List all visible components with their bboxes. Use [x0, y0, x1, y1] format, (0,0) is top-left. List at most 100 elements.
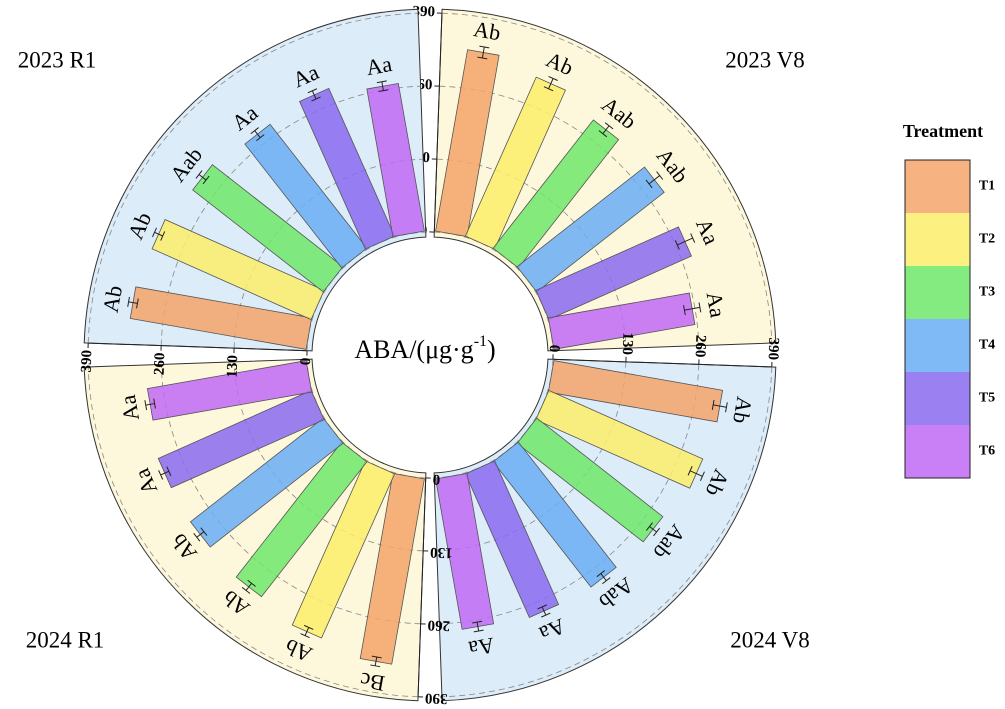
legend-swatch — [905, 213, 970, 266]
error-bar — [245, 583, 252, 591]
legend-label: T1 — [979, 179, 995, 194]
error-cap — [656, 171, 664, 180]
legend-swatch — [905, 372, 970, 425]
error-cap — [479, 45, 490, 49]
value-axis: 0 130 260 390 — [417, 471, 453, 707]
bar-group: Aa — [115, 360, 313, 423]
error-cap — [255, 134, 265, 142]
error-cap — [153, 398, 156, 409]
quadrant-title: 2023 R1 — [18, 47, 97, 72]
axis-tick-label: 130 — [619, 332, 636, 355]
error-bar — [649, 526, 657, 533]
error-bar — [154, 231, 163, 237]
grid-arc — [439, 85, 700, 346]
error-bar — [677, 237, 693, 246]
bar-annotation: Aa — [466, 633, 496, 662]
error-cap — [645, 179, 653, 189]
error-cap — [604, 122, 614, 130]
error-cap — [250, 127, 259, 135]
error-bar — [304, 627, 310, 636]
error-cap — [311, 96, 321, 102]
axis-tick-label: 390 — [765, 337, 782, 360]
error-bar — [254, 130, 261, 139]
error-bar — [602, 125, 610, 135]
bar-group: Ab — [547, 360, 757, 426]
error-cap — [307, 88, 318, 94]
error-cap — [698, 302, 702, 313]
legend-swatch — [905, 425, 970, 478]
error-cap — [537, 604, 547, 610]
bar-annotation: Ab — [98, 284, 127, 315]
error-cap — [247, 579, 256, 587]
error-cap — [725, 402, 728, 413]
error-cap — [166, 466, 172, 477]
error-cap — [598, 130, 608, 138]
error-cap — [376, 80, 387, 84]
legend-label: T2 — [979, 232, 995, 247]
error-bar — [374, 656, 378, 666]
grid-arc — [87, 366, 419, 698]
grid-arc — [160, 85, 421, 346]
error-cap — [473, 629, 484, 633]
error-cap — [541, 612, 551, 618]
error-cap — [193, 532, 201, 542]
axis-tick-label: 0 — [298, 357, 314, 365]
error-bar — [311, 90, 317, 100]
error-cap — [241, 586, 251, 594]
grid-arc — [87, 12, 419, 344]
axis-tick-label: 390 — [425, 690, 448, 707]
grid-arc — [441, 12, 773, 344]
error-cap — [711, 399, 715, 410]
error-cap — [472, 620, 483, 624]
bar-group: Aa — [547, 290, 731, 350]
error-cap — [687, 466, 693, 476]
legend-frame — [904, 159, 971, 479]
bar-group: Aa — [435, 472, 496, 662]
bar-group: Aa — [364, 51, 425, 238]
axis-tick-label: 260 — [692, 335, 709, 358]
error-cap — [477, 56, 488, 60]
error-cap — [370, 664, 381, 668]
error-cap — [300, 633, 310, 639]
center-label-close: ) — [487, 335, 496, 364]
error-cap — [699, 471, 705, 482]
bar-annotation: Aa — [702, 290, 731, 320]
axis-line — [417, 477, 427, 697]
axis-tick-label: 130 — [430, 544, 453, 561]
axis-line — [88, 342, 308, 352]
error-cap — [136, 298, 139, 309]
error-cap — [160, 231, 166, 241]
error-bar — [198, 174, 207, 181]
error-bar — [548, 78, 554, 89]
error-cap — [674, 240, 680, 250]
bar-group: Bc — [358, 472, 425, 696]
error-bar — [128, 301, 138, 304]
grid-arc — [441, 366, 773, 698]
error-cap — [371, 655, 382, 659]
axis-line — [433, 13, 443, 233]
error-bar — [381, 81, 384, 91]
error-cap — [195, 170, 203, 179]
center-label-text: ABA/(μg·g — [354, 335, 473, 364]
legend-label: T5 — [979, 391, 995, 406]
bar-annotation: Ab — [728, 395, 757, 426]
error-cap — [378, 89, 389, 93]
axis-line — [552, 358, 772, 368]
center-label: ABA/(μg·g-1) — [354, 333, 495, 364]
error-cap — [144, 400, 148, 411]
error-cap — [152, 227, 157, 238]
error-cap — [683, 305, 686, 316]
error-cap — [543, 86, 554, 92]
quadrant-title: 2024 V8 — [730, 627, 809, 652]
bar-group: Ab — [98, 284, 313, 350]
error-cap — [653, 527, 661, 537]
error-cap — [303, 624, 314, 630]
axis-tick-label: 130 — [225, 355, 242, 378]
error-cap — [596, 570, 606, 578]
error-bar — [145, 403, 155, 406]
error-cap — [690, 233, 696, 243]
error-cap — [200, 527, 208, 536]
value-axis: 0 130 260 390 — [79, 342, 314, 378]
center-label-sup: -1 — [474, 333, 487, 350]
error-bar — [689, 470, 703, 477]
